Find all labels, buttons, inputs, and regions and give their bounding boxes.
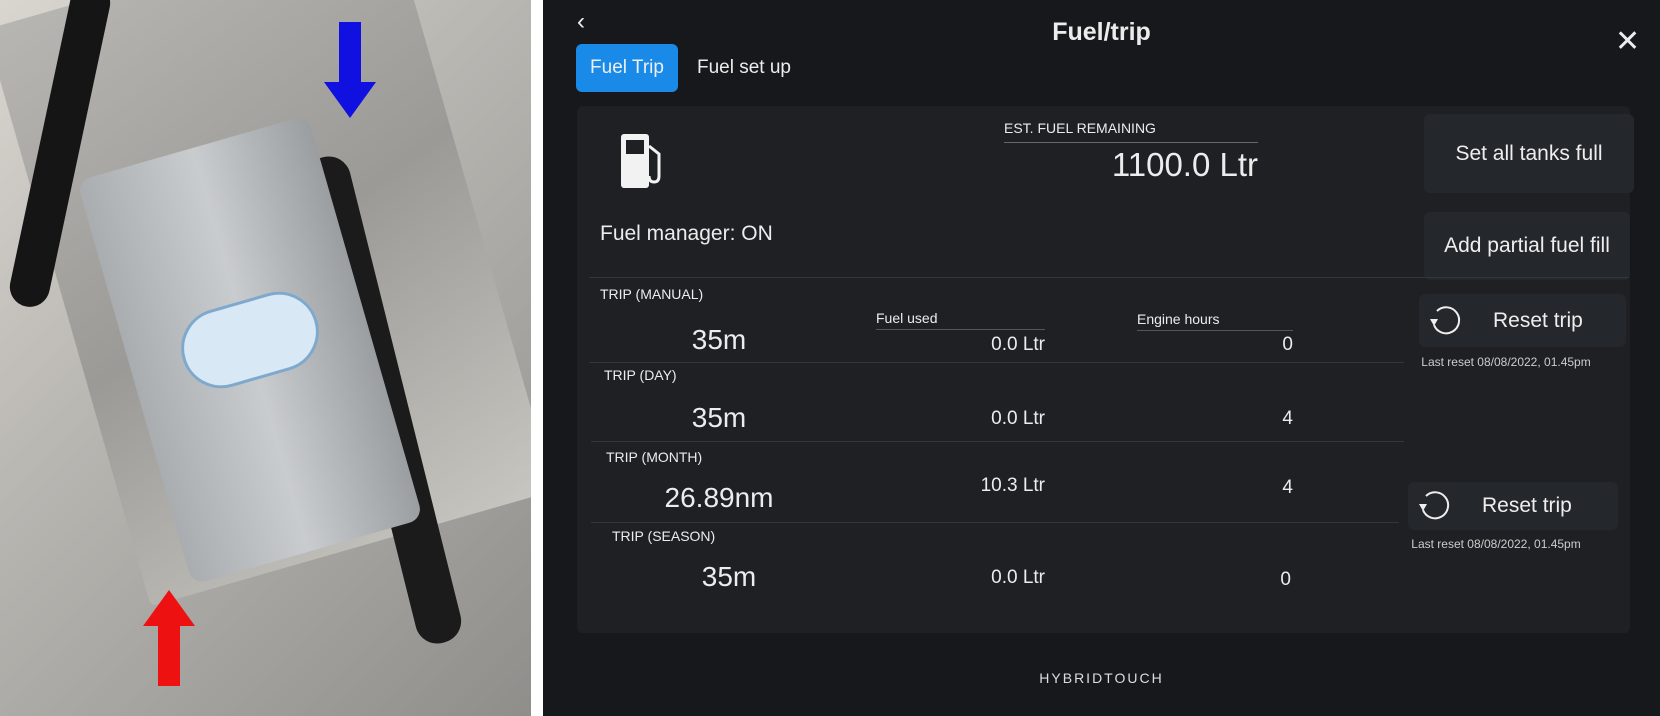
trip-month-fuel: 10.3 Ltr [980,475,1045,496]
trip-manual-label: TRIP (MANUAL) [600,286,704,302]
last-reset-month: Last reset 08/08/2022, 01.45pm [1411,537,1581,551]
trip-month-hours: 4 [1282,477,1293,498]
fuel-used-header: Fuel used [876,310,938,326]
fuel-flow-meter-photo [0,0,531,716]
divider [591,441,1404,442]
est-fuel-label: EST. FUEL REMAINING [1004,120,1156,136]
divider [1004,142,1258,143]
page-title: Fuel/trip [1052,18,1151,46]
close-icon[interactable]: ✕ [1615,25,1641,58]
tab-fuel-trip[interactable]: Fuel Trip [576,44,678,92]
trip-day-hours: 4 [1282,408,1293,429]
reset-trip-manual-button[interactable]: Reset trip [1419,294,1626,347]
trip-season-label: TRIP (SEASON) [612,528,716,544]
trip-manual-hours: 0 [1282,334,1293,355]
trip-month-label: TRIP (MONTH) [606,449,703,465]
reset-trip-month-button[interactable]: Reset trip [1408,482,1618,530]
divider [1137,330,1293,331]
chevron-left-icon[interactable]: ‹ [577,8,585,35]
reset-trip-label: Reset trip [1493,308,1583,332]
trip-season-distance: 35m [701,561,757,592]
trip-month-distance: 26.89nm [664,482,774,513]
fuel-manager-status: Fuel manager: ON [600,222,773,245]
trip-season-fuel: 0.0 Ltr [991,567,1045,588]
reset-icon [1419,491,1450,520]
add-partial-fuel-fill-button[interactable]: Add partial fuel fill [1424,212,1630,280]
trip-manual-distance: 35m [691,324,747,355]
reset-trip-label: Reset trip [1482,494,1572,517]
reset-icon [1430,305,1461,334]
fuel-trip-screen: ‹ Fuel/trip ✕ Fuel Trip Fuel set up EST.… [543,0,1660,716]
trip-day-distance: 35m [691,402,747,433]
fuel-pump-icon [621,134,661,188]
engine-hours-header: Engine hours [1137,311,1220,327]
divider [589,277,1629,278]
trip-manual-fuel: 0.0 Ltr [991,334,1045,355]
brand-logo: HYBRIDTOUCH [1039,670,1164,686]
trip-day-fuel: 0.0 Ltr [991,408,1045,429]
tab-fuel-set-up[interactable]: Fuel set up [697,57,791,78]
trip-day-label: TRIP (DAY) [604,367,677,383]
last-reset-manual: Last reset 08/08/2022, 01.45pm [1421,355,1591,369]
divider [591,522,1399,523]
divider [876,329,1045,330]
trip-season-hours: 0 [1280,569,1291,590]
est-fuel-value: 1100.0 Ltr [1111,146,1258,183]
set-all-tanks-full-button[interactable]: Set all tanks full [1424,114,1634,193]
content-panel [577,106,1630,633]
divider [589,362,1404,363]
